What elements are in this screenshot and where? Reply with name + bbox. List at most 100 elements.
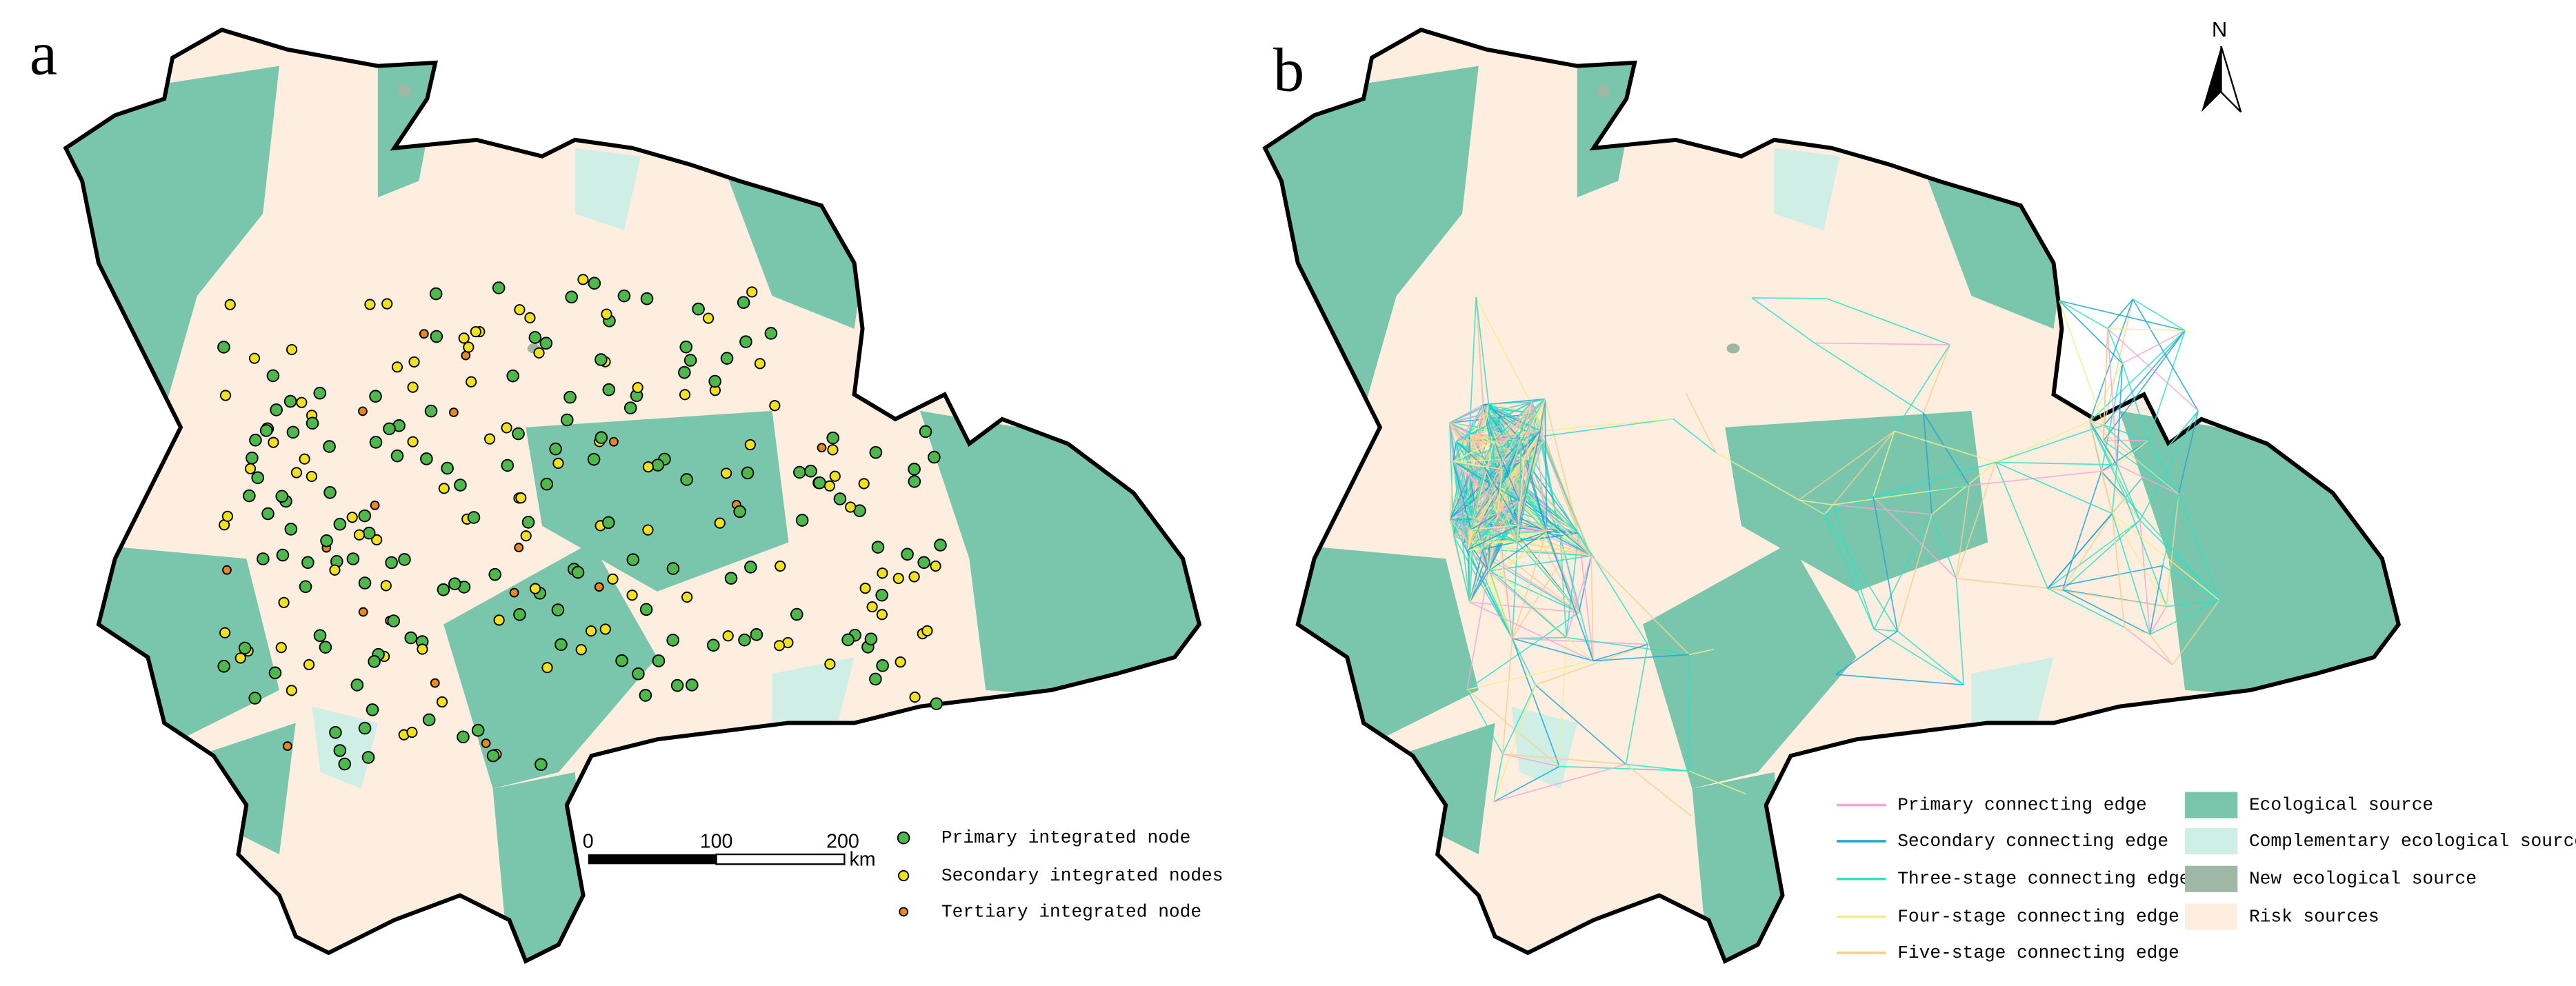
node — [493, 614, 505, 626]
node — [595, 431, 608, 445]
node — [869, 445, 883, 459]
node — [286, 343, 298, 356]
node — [560, 413, 574, 427]
edge — [1535, 684, 1627, 765]
node — [512, 427, 525, 441]
edge — [1626, 763, 1689, 772]
node — [219, 390, 232, 401]
edge — [1497, 401, 1533, 514]
node — [385, 556, 398, 570]
edge — [1455, 403, 1489, 442]
node — [617, 289, 631, 303]
edge — [1452, 461, 1472, 530]
edge — [1590, 555, 1594, 661]
edge — [1518, 401, 1533, 525]
node — [364, 299, 376, 310]
node — [513, 607, 526, 621]
node — [243, 489, 256, 503]
node — [420, 452, 433, 465]
edge — [1470, 469, 1503, 530]
edge — [2062, 519, 2141, 590]
edge — [1466, 689, 1560, 767]
node — [248, 352, 261, 364]
map-b — [1265, 30, 2415, 969]
legend-text: Five-stage connecting edge — [1897, 943, 2179, 963]
edge — [2111, 410, 2199, 514]
node — [419, 329, 429, 339]
edge — [2089, 421, 2113, 514]
edge — [2124, 627, 2173, 665]
edge — [2172, 600, 2220, 665]
edge — [2111, 513, 2126, 627]
scale-label: 200 — [826, 831, 859, 853]
edge — [1497, 469, 1503, 514]
edge — [1501, 469, 1518, 543]
node — [720, 467, 732, 479]
edge — [2116, 464, 2141, 521]
edge — [1873, 496, 1899, 632]
node — [521, 516, 535, 529]
node — [470, 325, 481, 338]
edge — [1511, 531, 1548, 639]
edge — [2047, 519, 2141, 590]
node — [306, 470, 317, 483]
node — [483, 433, 496, 445]
node — [623, 401, 637, 414]
node — [278, 596, 290, 608]
edge — [1969, 470, 2101, 486]
node — [323, 485, 337, 499]
edge — [2101, 464, 2117, 472]
edge — [1473, 467, 1486, 520]
edge — [1798, 499, 1833, 505]
node — [587, 452, 601, 466]
node — [492, 281, 506, 294]
edge — [1593, 654, 1690, 662]
edge — [1832, 430, 1895, 505]
node — [599, 623, 611, 635]
edge — [1470, 529, 1518, 543]
node — [466, 376, 477, 388]
node — [371, 534, 383, 545]
node — [602, 383, 616, 396]
node — [436, 696, 448, 708]
node — [284, 523, 298, 536]
edge — [1518, 524, 1547, 532]
node — [866, 601, 878, 613]
edge — [2116, 464, 2179, 495]
node — [639, 603, 653, 616]
scale-label: 0 — [583, 831, 594, 853]
node — [463, 341, 475, 353]
edge — [2107, 328, 2118, 465]
node — [520, 530, 532, 542]
edge — [1517, 530, 1547, 543]
node — [577, 274, 589, 285]
edge — [1535, 413, 1541, 432]
north-arrow: N — [2201, 17, 2242, 113]
edge — [2125, 497, 2167, 607]
edge — [2161, 494, 2179, 566]
edge — [1484, 467, 1519, 525]
node — [552, 457, 564, 469]
edge — [1488, 403, 1544, 443]
node — [387, 614, 401, 627]
legend-text: Three-stage connecting edge — [1897, 869, 2190, 889]
edge — [1493, 754, 1504, 802]
node — [259, 424, 273, 437]
node — [651, 459, 665, 472]
node — [437, 583, 450, 596]
node — [238, 641, 252, 655]
edge — [1995, 424, 2104, 463]
edge — [1452, 461, 1469, 543]
edge — [1931, 514, 1957, 579]
node — [703, 312, 715, 324]
edge — [1482, 541, 1518, 550]
edge — [1532, 398, 1546, 403]
edge — [1995, 421, 2090, 463]
node — [535, 758, 548, 772]
edge — [1955, 578, 1965, 685]
node — [524, 312, 536, 323]
node — [917, 556, 930, 570]
edge — [1546, 531, 1594, 661]
edge — [1535, 643, 1648, 686]
node — [249, 434, 262, 447]
